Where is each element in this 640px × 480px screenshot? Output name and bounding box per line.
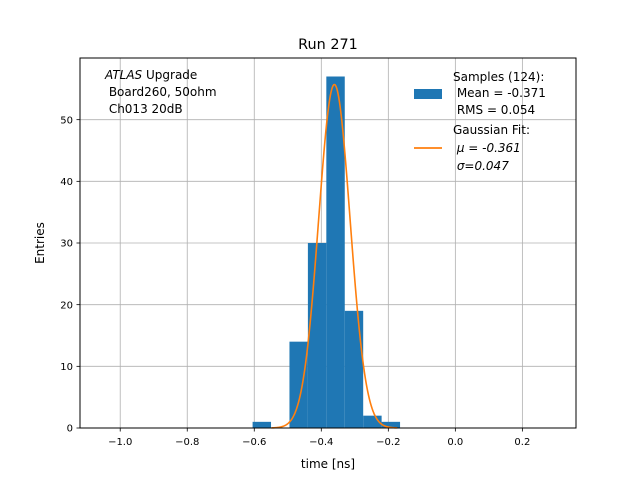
- x-tick-label: 0.2: [514, 437, 530, 448]
- gaussian-fit: [271, 83, 398, 429]
- x-tick-label: −0.6: [242, 437, 266, 448]
- y-tick-label: 0: [67, 424, 73, 435]
- histogram-bar: [307, 243, 327, 428]
- x-axis-label: time [ns]: [301, 457, 355, 471]
- atlas-annotation: ATLAS Upgrade Board260, 50ohm Ch013 20dB: [104, 68, 217, 116]
- legend-samples-title: Samples (124):: [453, 70, 544, 84]
- y-tick-label: 20: [60, 300, 73, 311]
- x-axis: −1.0 −0.8 −0.6 −0.4 −0.2 0.0 0.2: [108, 428, 530, 448]
- legend-fit-title: Gaussian Fit:: [453, 123, 530, 137]
- legend: Samples (124): Mean = -0.371 RMS = 0.054…: [414, 70, 546, 173]
- x-tick-label: −0.8: [175, 437, 199, 448]
- channel-label: Ch013 20dB: [105, 102, 183, 116]
- y-tick-label: 30: [60, 239, 73, 250]
- atlas-upgrade: Upgrade: [142, 68, 197, 82]
- legend-samples-mean: Mean = -0.371: [453, 86, 546, 100]
- y-axis: 0 10 20 30 40 50: [60, 115, 80, 435]
- x-tick-label: −1.0: [108, 437, 132, 448]
- histogram-bar: [289, 341, 308, 428]
- x-tick-label: −0.2: [376, 437, 400, 448]
- y-axis-label: Entries: [33, 222, 47, 264]
- atlas-italic: ATLAS: [104, 68, 143, 82]
- histogram-bar: [344, 310, 364, 428]
- legend-samples-swatch: [414, 89, 442, 99]
- chart-title: Run 271: [298, 37, 358, 53]
- histogram-bar: [381, 421, 401, 428]
- legend-fit-mu: μ = -0.361: [453, 141, 521, 155]
- y-tick-label: 50: [60, 115, 73, 126]
- legend-samples-rms: RMS = 0.054: [453, 103, 535, 117]
- y-tick-label: 10: [60, 362, 73, 373]
- x-tick-label: −0.4: [309, 437, 333, 448]
- histogram-bars: [252, 76, 401, 428]
- legend-fit-sigma: σ=0.047: [453, 159, 509, 173]
- gaussian-fit-curve: [271, 83, 398, 429]
- svg-text:ATLAS Upgrade: ATLAS Upgrade: [104, 68, 197, 82]
- board-label: Board260, 50ohm: [105, 85, 217, 99]
- histogram-bar: [326, 76, 345, 428]
- x-tick-label: 0.0: [447, 437, 463, 448]
- y-tick-label: 40: [60, 177, 73, 188]
- histogram-bar: [252, 421, 272, 428]
